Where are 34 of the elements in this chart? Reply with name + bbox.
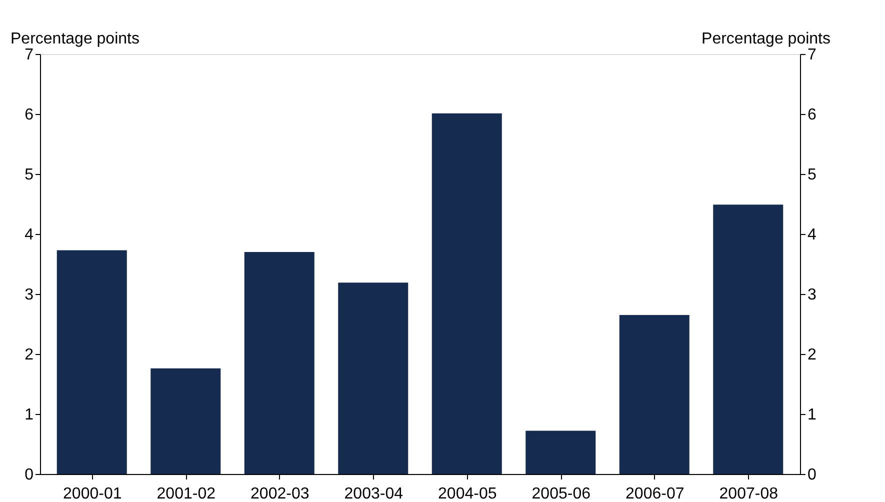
- y-tick-label: 6: [24, 106, 34, 124]
- y2-tick-label: 1: [808, 406, 816, 424]
- y2-tick-label: 5: [808, 166, 816, 184]
- y-tick-label: 4: [24, 226, 34, 244]
- x-tick-label: 2002-03: [250, 486, 310, 502]
- y-tick-label: 0: [24, 466, 34, 484]
- y2-tick-label: 6: [808, 106, 816, 124]
- bar: [619, 315, 690, 474]
- y-tick-label: 1: [24, 406, 34, 424]
- y-tick-label: 3: [24, 286, 34, 304]
- bar: [713, 204, 784, 474]
- y2-axis-title: Percentage points: [702, 30, 830, 48]
- x-tick-label: 2007-08: [719, 486, 778, 502]
- y-axis-title: Percentage points: [10, 30, 140, 48]
- y-tick-label: 7: [24, 46, 34, 64]
- bar: [150, 368, 221, 474]
- y2-tick-label: 0: [808, 466, 816, 484]
- y2-tick-label: 3: [808, 286, 816, 304]
- x-tick-label: 2000-01: [63, 486, 122, 502]
- bar: [244, 252, 314, 474]
- y2-tick-label: 7: [808, 46, 816, 64]
- bar: [526, 430, 596, 474]
- x-tick-label: 2003-04: [344, 486, 404, 502]
- bar: [432, 113, 502, 474]
- x-tick-label: 2005-06: [532, 486, 591, 502]
- y-tick-label: 5: [24, 166, 34, 184]
- y-tick-label: 2: [24, 346, 34, 364]
- x-tick-label: 2001-02: [156, 486, 216, 502]
- y2-tick-label: 2: [808, 346, 816, 364]
- y2-tick-label: 4: [808, 226, 816, 244]
- bar: [56, 250, 127, 474]
- bar: [338, 282, 408, 474]
- x-tick-label: 2004-05: [438, 486, 497, 502]
- x-tick-label: 2006-07: [626, 486, 684, 502]
